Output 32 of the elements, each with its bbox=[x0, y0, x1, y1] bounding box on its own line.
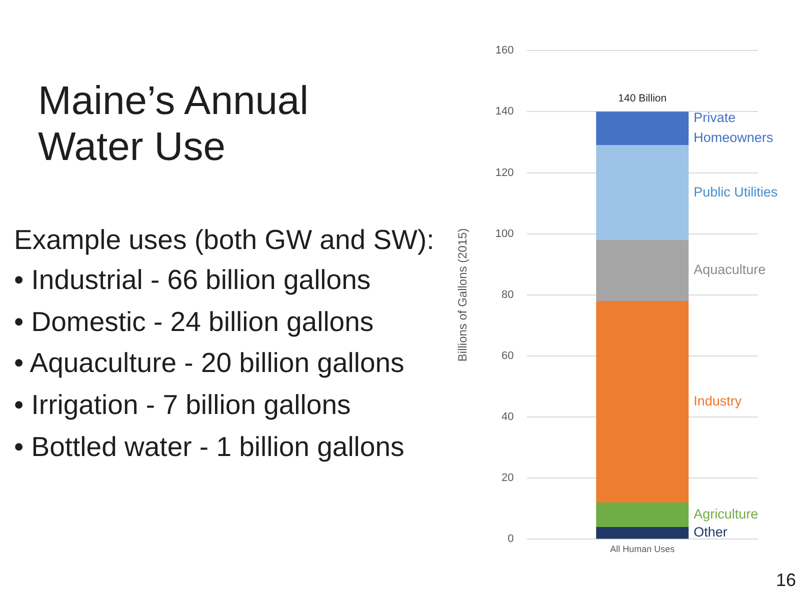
y-tick-label: 160 bbox=[495, 44, 514, 57]
bar bbox=[596, 526, 689, 539]
series-label: Industry bbox=[694, 394, 742, 408]
series-label: Agriculture bbox=[694, 506, 758, 522]
bar bbox=[596, 145, 689, 240]
y-tick-label: 100 bbox=[495, 228, 514, 240]
bar bbox=[596, 112, 689, 146]
text: Maine’s Annual Water Use bbox=[38, 78, 310, 170]
y-tick-label: 0 bbox=[508, 533, 514, 546]
total-label: 140 Billion bbox=[618, 92, 667, 104]
text: • Bottled water - 1 billion gallons bbox=[14, 430, 404, 464]
x-tick-label: All Human Uses bbox=[610, 544, 676, 554]
text: • Domestic - 24 billion gallons bbox=[14, 304, 375, 339]
y-tick-label: 60 bbox=[502, 350, 514, 362]
series-label: Public Utilities bbox=[694, 184, 778, 200]
bar bbox=[596, 301, 689, 503]
series-label: Aquaculture bbox=[694, 262, 766, 278]
y-axis-title: Billions of Gallons (2015) bbox=[456, 228, 470, 362]
text: 16 bbox=[776, 570, 796, 591]
y-tick-label: 40 bbox=[502, 411, 514, 424]
y-tick-label: 20 bbox=[502, 472, 514, 484]
y-tick-label: 140 bbox=[495, 106, 514, 118]
y-tick-label: 80 bbox=[502, 288, 514, 301]
bar bbox=[596, 240, 689, 302]
text: • Aquaculture - 20 billion gallons bbox=[14, 346, 404, 380]
series-label: Private Homeowners bbox=[694, 110, 774, 146]
bar bbox=[596, 502, 689, 527]
text: • Irrigation - 7 billion gallons bbox=[14, 388, 352, 422]
text: • Industrial - 66 billion gallons bbox=[14, 263, 372, 297]
text: Example uses (both GW and SW): bbox=[14, 224, 434, 256]
series-label: Other bbox=[694, 524, 728, 540]
y-tick-label: 120 bbox=[495, 166, 514, 179]
